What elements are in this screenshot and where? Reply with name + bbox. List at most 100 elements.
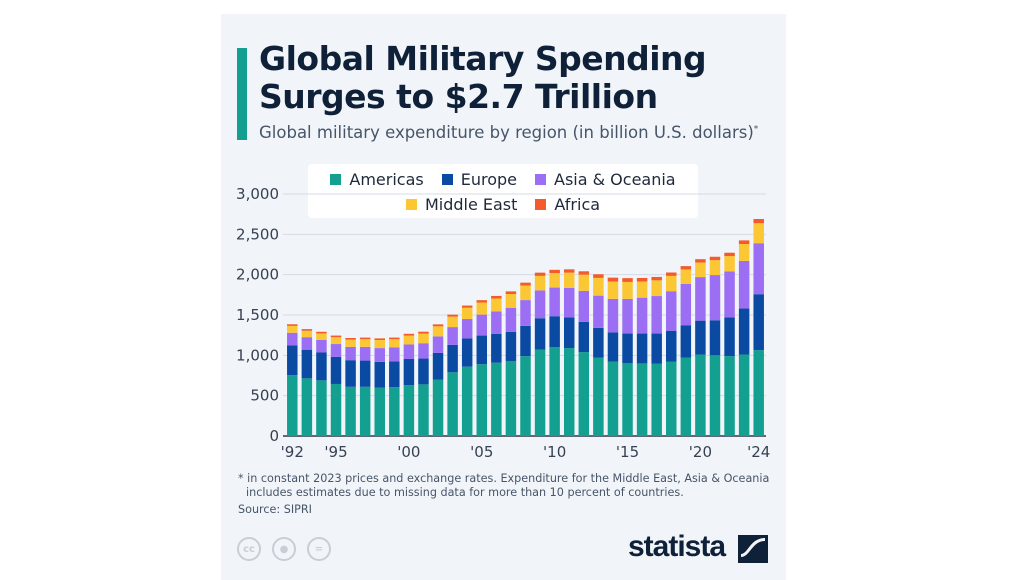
legend-item-middle-east: Middle East xyxy=(405,195,517,214)
attribution-icon[interactable]: ● xyxy=(272,537,296,561)
bar-segment-africa xyxy=(738,240,750,245)
bar-segment-americas xyxy=(563,348,575,436)
bar-segment-asia-oceania xyxy=(709,275,721,321)
legend-row-1: Americas Europe Asia & Oceania xyxy=(308,170,698,189)
bar-segment-middle-east xyxy=(534,275,546,291)
bar-segment-middle-east xyxy=(607,281,619,299)
bar-segment-africa xyxy=(345,337,356,340)
creative-commons-icon[interactable]: cc xyxy=(237,537,261,561)
bar-1994 xyxy=(316,331,327,436)
x-tick-label: '05 xyxy=(470,443,493,461)
bar-2022 xyxy=(724,252,735,436)
bar-2008 xyxy=(520,282,531,436)
bar-2014 xyxy=(607,277,619,436)
bar-segment-africa xyxy=(287,324,298,326)
bar-segment-middle-east xyxy=(374,340,385,349)
legend-label: Europe xyxy=(460,170,517,189)
bar-segment-middle-east xyxy=(476,302,488,315)
bar-segment-europe xyxy=(505,331,517,361)
bar-2001 xyxy=(418,331,429,436)
bar-1996 xyxy=(345,337,356,436)
bar-segment-africa xyxy=(695,259,706,263)
bar-2012 xyxy=(578,271,590,436)
x-tick-label: '00 xyxy=(397,443,420,461)
y-tick-label: 500 xyxy=(250,387,279,405)
bar-segment-americas xyxy=(651,363,662,436)
bar-segment-africa xyxy=(724,252,735,257)
bar-segment-middle-east xyxy=(578,274,590,291)
bar-segment-asia-oceania xyxy=(418,343,429,359)
bar-segment-americas xyxy=(593,357,604,436)
bar-segment-africa xyxy=(607,277,619,282)
bar-segment-europe xyxy=(461,338,473,367)
title-line-2: Surges to $2.7 Trillion xyxy=(259,77,658,116)
bar-segment-africa xyxy=(418,331,429,334)
bar-segment-europe xyxy=(607,332,619,362)
bar-segment-europe xyxy=(389,361,400,388)
bar-segment-europe xyxy=(738,308,750,355)
bar-segment-africa xyxy=(651,276,662,281)
bar-segment-middle-east xyxy=(505,294,517,308)
bar-segment-europe xyxy=(622,333,633,363)
x-tick-label: '95 xyxy=(324,443,347,461)
legend: Americas Europe Asia & Oceania Middle Ea… xyxy=(308,164,698,218)
accent-bar xyxy=(237,48,247,140)
bar-2003 xyxy=(447,314,458,436)
bar-segment-asia-oceania xyxy=(534,290,546,319)
bar-segment-americas xyxy=(316,380,327,436)
bar-segment-europe xyxy=(418,358,429,385)
bar-segment-asia-oceania xyxy=(301,337,313,350)
bar-segment-europe xyxy=(432,352,444,380)
bar-segment-africa xyxy=(447,314,458,317)
bar-segment-americas xyxy=(447,372,458,436)
legend-item-americas: Americas xyxy=(330,170,424,189)
bar-segment-middle-east xyxy=(447,316,458,328)
bar-segment-africa xyxy=(622,278,633,282)
bar-2013 xyxy=(593,274,604,436)
x-tick-label: '24 xyxy=(747,443,770,461)
bar-segment-africa xyxy=(432,324,444,327)
bar-segment-asia-oceania xyxy=(359,346,371,361)
bar-2000 xyxy=(403,333,415,436)
bar-segment-africa xyxy=(520,282,531,286)
bar-segment-asia-oceania xyxy=(563,287,575,318)
bar-segment-americas xyxy=(753,350,764,436)
bar-segment-asia-oceania xyxy=(724,271,735,318)
bar-segment-middle-east xyxy=(520,285,531,301)
statista-logo[interactable]: statista xyxy=(628,530,726,563)
bar-segment-asia-oceania xyxy=(680,283,692,326)
bar-segment-africa xyxy=(505,291,517,295)
bar-segment-europe xyxy=(374,361,385,388)
bar-segment-africa xyxy=(374,338,385,340)
bar-segment-middle-east xyxy=(651,280,662,297)
bar-segment-africa xyxy=(563,269,575,273)
bar-2024 xyxy=(753,219,764,436)
legend-swatch xyxy=(405,199,417,210)
bar-segment-africa xyxy=(476,300,488,303)
bar-segment-asia-oceania xyxy=(651,296,662,334)
bar-segment-europe xyxy=(549,316,560,348)
bar-segment-africa xyxy=(680,266,692,270)
bar-segment-middle-east xyxy=(753,223,764,244)
bar-segment-americas xyxy=(622,363,633,436)
no-derivatives-icon[interactable]: = xyxy=(307,537,331,561)
bar-1998 xyxy=(374,338,385,436)
x-tick-label: '20 xyxy=(689,443,712,461)
x-tick-label: '92 xyxy=(281,443,304,461)
bar-2020 xyxy=(695,259,706,436)
bar-segment-americas xyxy=(549,347,560,436)
bar-segment-americas xyxy=(359,386,371,436)
bar-segment-americas xyxy=(724,356,735,436)
bar-segment-middle-east xyxy=(738,244,750,261)
bar-segment-asia-oceania xyxy=(695,277,706,321)
bar-segment-asia-oceania xyxy=(447,327,458,345)
bar-segment-asia-oceania xyxy=(345,346,356,361)
bar-2007 xyxy=(505,291,517,436)
y-tick-label: 2,000 xyxy=(236,266,279,284)
bar-segment-africa xyxy=(549,269,560,274)
subtitle-marker: * xyxy=(753,124,759,135)
bars xyxy=(287,219,764,436)
bar-segment-europe xyxy=(578,321,590,353)
footnote-line-1: * in constant 2023 prices and exchange r… xyxy=(238,472,770,485)
bar-segment-europe xyxy=(563,317,575,349)
